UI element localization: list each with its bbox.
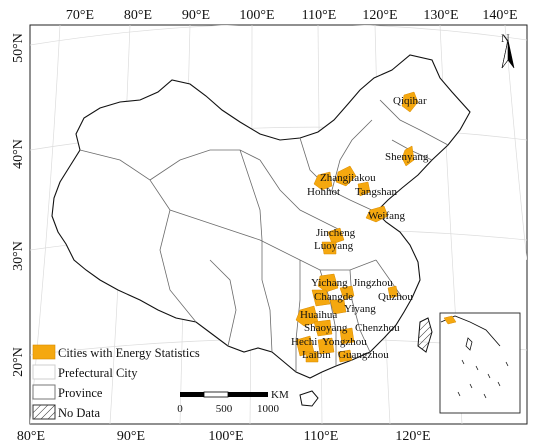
- city-label: Laibin: [302, 349, 331, 361]
- bottom-tick-label: 120°E: [395, 429, 430, 444]
- city-label: Changde: [314, 291, 353, 303]
- city-label: Guangzhou: [338, 349, 389, 361]
- top-tick-label: 140°E: [482, 8, 517, 23]
- bottom-tick-label: 90°E: [117, 429, 145, 444]
- city-label: Hohhot: [307, 186, 340, 198]
- left-tick-label: 50°N: [11, 33, 26, 63]
- bottom-tick-label: 110°E: [304, 429, 339, 444]
- scale-bar: KM 0 500 1000: [177, 389, 289, 415]
- legend-label-energy-city: Cities with Energy Statistics: [58, 346, 200, 360]
- top-tick-label: 80°E: [124, 8, 152, 23]
- country-outline: [51, 54, 471, 407]
- legend-label-prefectural-city: Prefectural City: [58, 366, 138, 380]
- city-label: Shaoyang: [304, 322, 348, 334]
- south-china-sea-inset: [439, 312, 521, 414]
- city-label: Quzhou: [378, 291, 413, 303]
- city-label: Yiyang: [344, 303, 376, 315]
- legend-swatch-prefectural-city: [32, 364, 56, 380]
- top-tick-label: 100°E: [239, 8, 274, 23]
- city-label: Chenzhou: [355, 322, 400, 334]
- north-arrow-icon: N: [501, 31, 515, 69]
- left-tick-label: 30°N: [11, 241, 26, 271]
- legend: Cities with Energy Statistics Prefectura…: [32, 344, 200, 420]
- city-label: Zhangjiakou: [320, 172, 376, 184]
- city-label: Weifang: [368, 210, 405, 222]
- province-boundaries: [79, 99, 449, 372]
- legend-swatch-energy-city: [32, 344, 56, 360]
- city-label: Shenyang: [385, 151, 429, 163]
- left-tick-label: 20°N: [11, 347, 26, 377]
- legend-label-no-data: No Data: [58, 406, 100, 420]
- taiwan-no-data: [417, 317, 433, 353]
- top-tick-label: 130°E: [423, 8, 458, 23]
- bottom-tick-label: 80°E: [17, 429, 45, 444]
- north-arrow-label: N: [501, 31, 510, 45]
- city-labels: Qiqihar Shenyang Zhangjiakou Hohhot Tang…: [291, 95, 429, 361]
- city-label: Hechi: [291, 336, 317, 348]
- city-label: Yongzhou: [322, 336, 367, 348]
- city-label: Qiqihar: [393, 95, 427, 107]
- top-tick-label: 90°E: [182, 8, 210, 23]
- scale-unit: KM: [271, 389, 289, 401]
- left-tick-labels: 50°N 40°N 30°N 20°N: [11, 33, 26, 377]
- top-tick-label: 70°E: [66, 8, 94, 23]
- top-tick-label: 120°E: [362, 8, 397, 23]
- scale-label: 500: [216, 403, 233, 415]
- city-label: Luoyang: [314, 240, 354, 252]
- scale-label: 1000: [257, 403, 280, 415]
- city-label: Yichang: [311, 277, 348, 289]
- city-label: Huaihua: [300, 309, 337, 321]
- bottom-tick-labels: 80°E 90°E 100°E 110°E 120°E: [17, 429, 431, 444]
- legend-label-province: Province: [58, 386, 103, 400]
- scale-label: 0: [177, 403, 183, 415]
- left-tick-label: 40°N: [11, 139, 26, 169]
- legend-swatch-province: [32, 384, 56, 400]
- hainan-island: [299, 390, 319, 407]
- energy-city-fills: [295, 91, 419, 363]
- city-label: Jincheng: [316, 227, 356, 239]
- city-label: Jingzhou: [353, 277, 393, 289]
- top-tick-labels: 70°E 80°E 90°E 100°E 110°E 120°E 130°E 1…: [66, 8, 518, 23]
- legend-swatch-no-data: [32, 404, 56, 420]
- top-tick-label: 110°E: [302, 8, 337, 23]
- city-label: Tangshan: [355, 186, 397, 198]
- bottom-tick-label: 100°E: [208, 429, 243, 444]
